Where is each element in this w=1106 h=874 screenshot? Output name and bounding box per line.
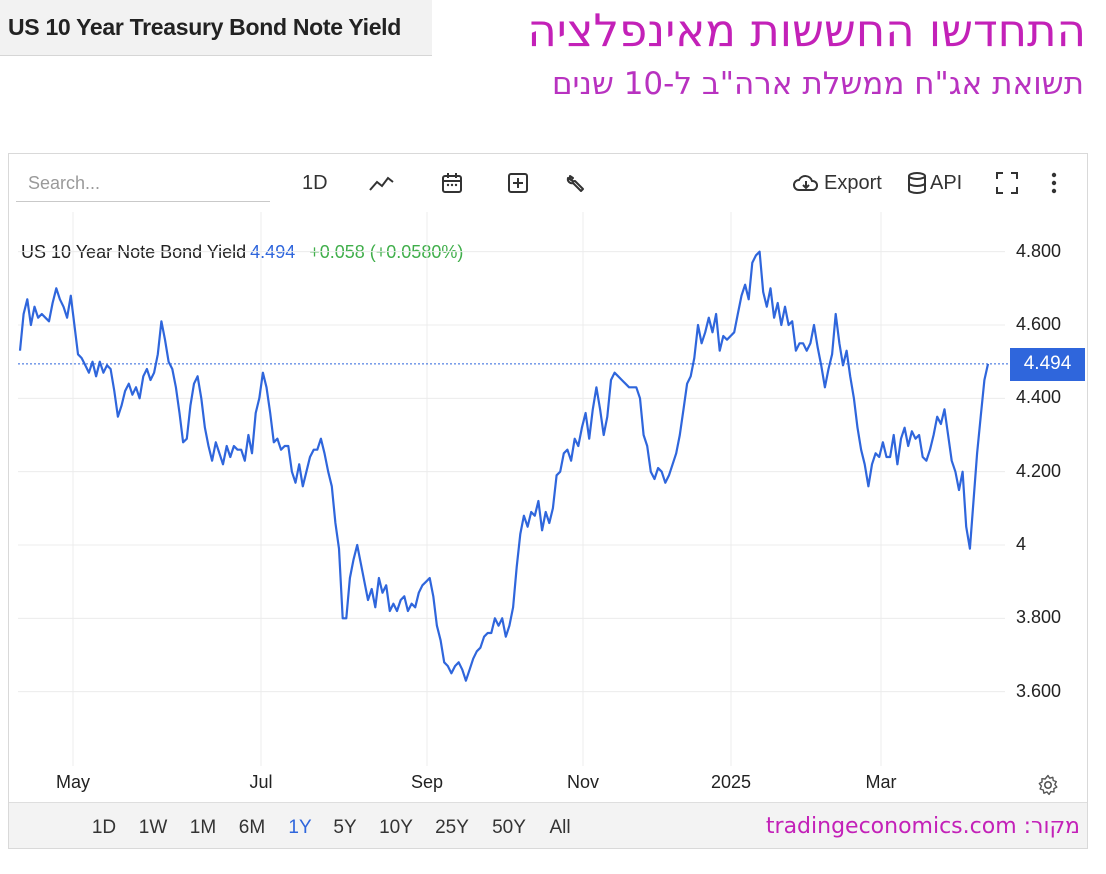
more-menu-button[interactable] [1046,166,1062,200]
range-button-10y[interactable]: 10Y [379,817,413,838]
subheadline: תשואת אג"ח ממשלת ארה"ב ל-10 שנים [551,66,1084,102]
export-button[interactable]: Export [792,166,882,200]
last-price-label: 4.494 [1010,347,1085,381]
export-label: Export [824,171,882,194]
search-input[interactable] [16,166,270,202]
database-icon [908,172,926,194]
page-title: US 10 Year Treasury Bond Note Yield [8,14,402,40]
x-tick-label: Mar [865,772,897,792]
y-tick-label: 4.400 [1016,387,1062,408]
range-button-1w[interactable]: 1W [138,817,168,838]
x-tick-label: May [55,772,91,792]
chart-panel [8,153,1088,849]
fullscreen-icon [996,172,1018,194]
headline: התחדשו החששות מאינפלציה [527,4,1086,57]
x-tick-label: Jul [249,772,273,792]
interval-button[interactable]: 1D [302,171,328,194]
source-credit: מקור: tradingeconomics.com [765,814,1080,839]
api-label: API [930,171,963,194]
range-button-5y[interactable]: 5Y [333,817,357,838]
y-tick-label: 3.800 [1016,607,1062,628]
gear-icon [1038,774,1058,796]
fullscreen-button[interactable] [994,166,1020,200]
date-range-button[interactable] [440,166,464,200]
range-button-1m[interactable]: 1M [189,817,217,838]
range-button-25y[interactable]: 25Y [435,817,469,838]
calendar-icon [442,173,462,193]
range-bar [9,802,1087,848]
y-tick-label: 3.600 [1016,680,1062,701]
range-button-1y[interactable]: 1Y [288,817,312,838]
cloud-download-icon [793,175,819,191]
line-chart-icon [369,176,394,191]
x-tick-label: Sep [410,772,444,792]
kebab-menu-icon [1051,172,1057,194]
plus-box-icon [508,173,528,193]
api-button[interactable]: API [906,166,962,200]
compare-button[interactable] [506,166,530,200]
settings-tool-button[interactable] [564,166,588,200]
range-button-50y[interactable]: 50Y [492,817,526,838]
range-button-all[interactable]: All [549,817,571,838]
y-tick-label: 4 [1016,534,1027,554]
series-line [18,250,990,682]
top-tab: US 10 Year Treasury Bond Note Yield [0,0,432,56]
range-button-1d[interactable]: 1D [91,817,117,838]
y-tick-label: 4.800 [1016,240,1062,261]
wrench-icon [566,175,584,192]
x-tick-label: 2025 [710,772,752,792]
range-button-6m[interactable]: 6M [238,817,266,838]
x-tick-label: Nov [566,772,600,792]
y-tick-label: 4.600 [1016,314,1062,334]
chart-type-button[interactable] [368,166,396,200]
y-tick-label: 4.200 [1016,460,1062,481]
chart-settings-button[interactable] [1036,768,1060,802]
